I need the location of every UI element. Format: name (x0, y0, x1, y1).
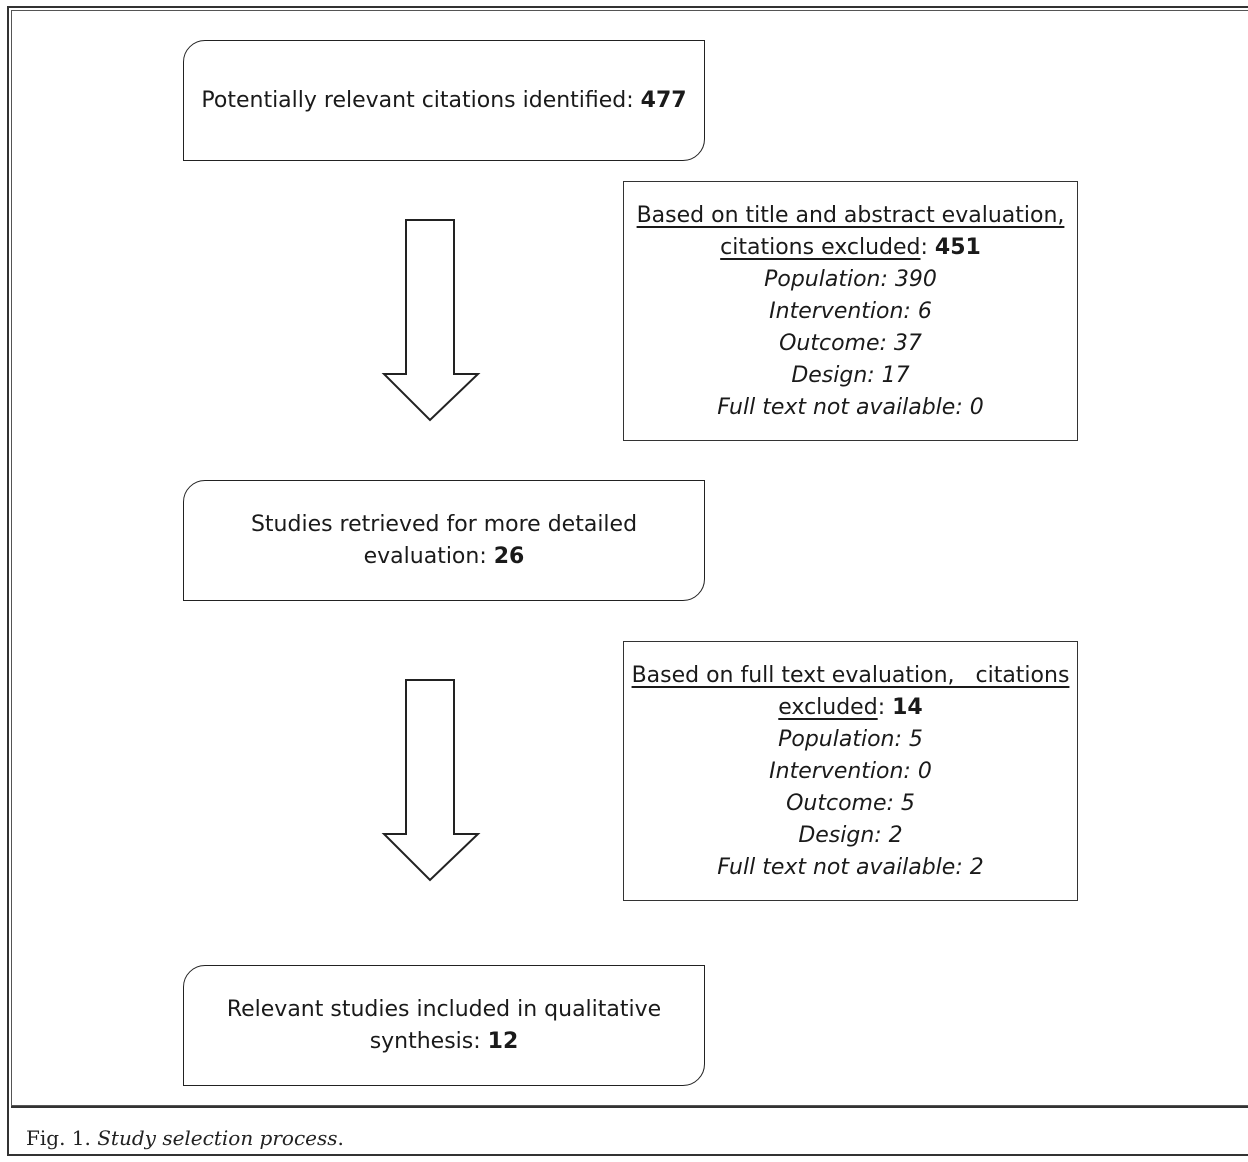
retrieved-box: Studies retrieved for more detailed eval… (183, 480, 705, 601)
retrieved-text: Studies retrieved for more detailed eval… (251, 509, 637, 573)
down-arrow-icon (380, 678, 482, 884)
exclusion-heading-1b: citations excluded: 451 (720, 232, 981, 264)
included-count: 12 (488, 1029, 519, 1054)
exclusion-heading-1-line1: Based on title and abstract evaluation, (637, 203, 1065, 228)
exclusion-count-2: 14 (892, 695, 923, 720)
exclusion-reason-design: Design: 2 (798, 820, 902, 852)
exclusion-colon-1: : (920, 235, 934, 260)
exclusion-reason-design: Design: 17 (791, 360, 909, 392)
identified-label: Potentially relevant citations identifie… (201, 88, 640, 113)
figure-caption: Fig. 1. Study selection process. (26, 1126, 344, 1150)
exclusion-reason-outcome: Outcome: 37 (779, 328, 922, 360)
retrieved-count: 26 (494, 544, 525, 569)
exclusion-colon-2: : (878, 695, 892, 720)
exclusion-heading-2-line1: Based on full text evaluation, citations (632, 663, 1070, 688)
exclusion-reason-full-text: Full text not available: 2 (717, 852, 983, 884)
down-arrow-icon (380, 218, 482, 424)
exclusion-heading-2-line2: excluded (778, 695, 877, 720)
caption-label: Fig. 1. (26, 1126, 91, 1150)
identified-text: Potentially relevant citations identifie… (201, 85, 686, 117)
exclusion-heading-1-line2: citations excluded (720, 235, 920, 260)
included-line1: Relevant studies included in qualitative (227, 997, 661, 1022)
identified-box: Potentially relevant citations identifie… (183, 40, 705, 161)
caption-divider (11, 1106, 1248, 1108)
exclusion-reason-population: Population: 390 (764, 264, 937, 296)
exclusion-heading-2: Based on full text evaluation, citations (632, 660, 1070, 692)
included-line2: synthesis: (370, 1029, 488, 1054)
exclusion-heading-1: Based on title and abstract evaluation, (637, 200, 1065, 232)
included-box: Relevant studies included in qualitative… (183, 965, 705, 1086)
retrieved-line2: evaluation: (364, 544, 494, 569)
exclusion-count-1: 451 (935, 235, 981, 260)
full-text-exclusion-box: Based on full text evaluation, citations… (623, 641, 1078, 901)
caption-period: . (338, 1126, 344, 1150)
exclusion-reason-intervention: Intervention: 0 (769, 756, 932, 788)
title-abstract-exclusion-box: Based on title and abstract evaluation, … (623, 181, 1078, 441)
identified-count: 477 (641, 88, 687, 113)
exclusion-reason-outcome: Outcome: 5 (786, 788, 915, 820)
included-text: Relevant studies included in qualitative… (227, 994, 661, 1058)
exclusion-heading-2b: excluded: 14 (778, 692, 922, 724)
exclusion-reason-intervention: Intervention: 6 (769, 296, 932, 328)
exclusion-reason-population: Population: 5 (778, 724, 923, 756)
caption-text: Study selection process (97, 1126, 337, 1150)
retrieved-line1: Studies retrieved for more detailed (251, 512, 637, 537)
exclusion-reason-full-text: Full text not available: 0 (717, 392, 983, 424)
